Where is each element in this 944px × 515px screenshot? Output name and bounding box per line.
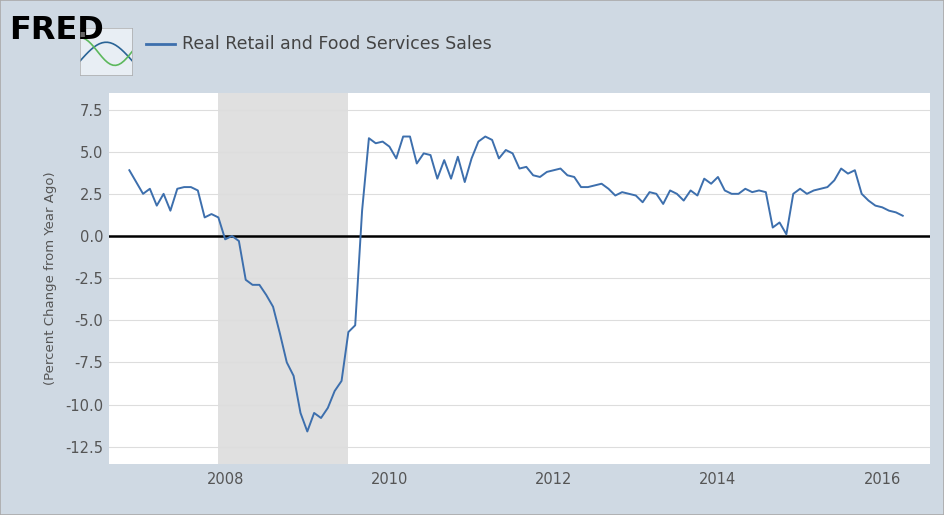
Text: FRED: FRED	[9, 15, 104, 46]
Text: .: .	[77, 18, 87, 42]
Text: Real Retail and Food Services Sales: Real Retail and Food Services Sales	[182, 35, 492, 53]
Y-axis label: (Percent Change from Year Ago): (Percent Change from Year Ago)	[43, 171, 57, 385]
Bar	[218, 93, 348, 464]
